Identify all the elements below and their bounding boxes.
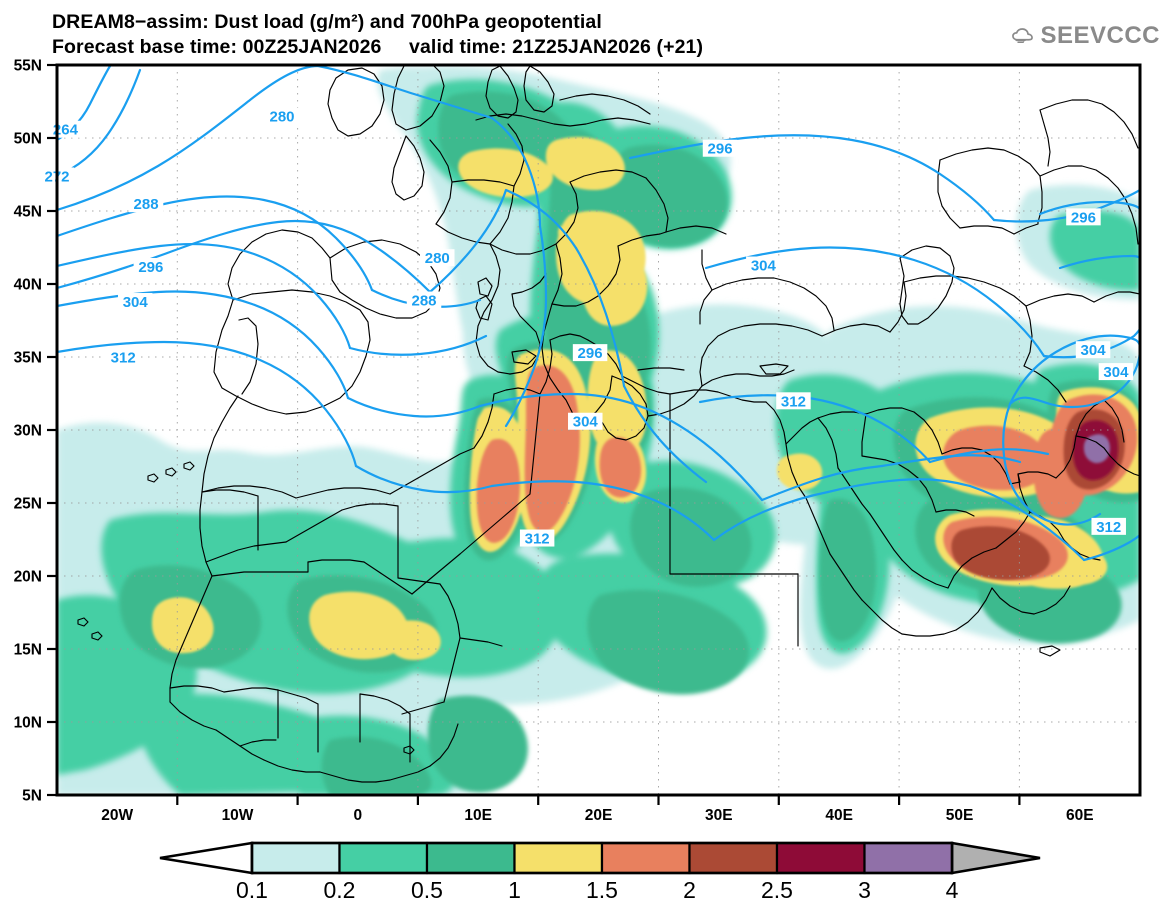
contour-label-background <box>1075 341 1111 359</box>
contour-label-background <box>105 348 141 366</box>
colorbar-band <box>425 841 516 875</box>
contour-label: 304 <box>1103 364 1129 381</box>
colorbar-band <box>250 841 341 875</box>
contour-label: 304 <box>573 414 599 431</box>
contour-label-background <box>702 139 738 157</box>
geopotential-contour-labels: 2642722802802882882962962962963043043043… <box>39 107 1134 548</box>
x-axis-tick-label: 30E <box>705 807 733 824</box>
x-axis-tick-label: 60E <box>1066 807 1094 824</box>
contour-label-background <box>128 195 164 213</box>
contour-label: 264 <box>53 122 79 139</box>
contour-label: 312 <box>525 531 550 548</box>
contour-label-background <box>1098 363 1134 381</box>
contour-label: 304 <box>751 258 777 275</box>
x-axis-tick-label: 10W <box>222 807 254 824</box>
contour-label: 296 <box>578 345 603 362</box>
colorbar-tick-label: 0.1 <box>236 877 268 903</box>
contour-label: 296 <box>1071 209 1096 226</box>
colorbar-tick-label: 0.2 <box>324 877 356 903</box>
page-title: DREAM8−assim: Dust load (g/m²) and 700hP… <box>52 11 602 33</box>
forecast-time-line: Forecast base time: 00Z25JAN2026 valid t… <box>52 36 704 58</box>
cloud-wind-icon <box>1012 28 1033 44</box>
x-axis-labels: 20W 10W 0 10E 20E 30E 40E 50E 60E <box>101 807 1093 824</box>
y-axis-tick-label: 5N <box>22 788 42 805</box>
colorbar-tick-label: 3 <box>858 877 871 903</box>
colorbar-tick-label: 1 <box>508 877 521 903</box>
contour-label-background <box>1091 517 1126 535</box>
dust-band-3 <box>1083 434 1110 464</box>
y-axis-tick-label: 10N <box>14 715 42 732</box>
contour-label-background <box>117 293 153 311</box>
contour-label: 296 <box>138 259 163 276</box>
y-axis-tick-label: 30N <box>14 423 42 440</box>
contour-label: 312 <box>111 350 136 367</box>
colorbar-tick-label: 2 <box>683 877 696 903</box>
colorbar-tick-label: 4 <box>946 877 959 903</box>
x-axis-tick-label: 20W <box>101 807 133 824</box>
contour-label: 312 <box>781 393 806 410</box>
axis-ticks <box>47 63 1021 805</box>
contour-label-background <box>133 257 169 275</box>
contour-label-background <box>572 344 608 362</box>
contour-label: 304 <box>1081 342 1107 359</box>
colorbar-tick-label: 1.5 <box>586 877 618 903</box>
y-axis-tick-label: 20N <box>14 569 42 586</box>
colorbar-under-cap <box>159 841 254 875</box>
y-axis-labels: 5N 10N 15N 20N 25N 30N 35N 40N 45N 50N 55N <box>14 58 42 805</box>
contour-label-background <box>519 529 555 547</box>
logo-text: SEEVCCC <box>1040 22 1160 49</box>
contour-label-background <box>568 412 603 430</box>
title-block: DREAM8−assim: Dust load (g/m²) and 700hP… <box>52 10 952 60</box>
y-axis-tick-label: 55N <box>14 58 42 75</box>
colorbar-outline <box>250 841 954 875</box>
contour-label-background <box>776 392 811 410</box>
y-axis-tick-label: 35N <box>14 350 42 367</box>
colorbar-over-cap <box>950 841 1041 875</box>
contour-label-background <box>1066 208 1101 226</box>
contour-label: 312 <box>1096 519 1121 536</box>
x-axis-tick-label: 40E <box>825 807 853 824</box>
seevccc-logo: SEEVCCC <box>1012 16 1160 56</box>
contour-label: 304 <box>123 294 149 311</box>
y-axis-tick-label: 40N <box>14 277 42 294</box>
contour-label: 296 <box>708 141 733 158</box>
colorbar: 0.1 0.2 0.5 1 1.5 2 2.5 3 4 <box>159 841 1041 903</box>
y-axis-tick-label: 15N <box>14 642 42 659</box>
colorbar-tick-label: 0.5 <box>411 877 443 903</box>
geopotential-contours <box>57 65 1140 562</box>
y-axis-tick-label: 45N <box>14 204 42 221</box>
x-axis-tick-label: 50E <box>946 807 974 824</box>
colorbar-band <box>688 841 779 875</box>
colorbar-tick-label: 2.5 <box>761 877 793 903</box>
x-axis-tick-label: 0 <box>354 807 363 824</box>
x-axis-tick-label: 10E <box>464 807 492 824</box>
y-axis-tick-label: 25N <box>14 496 42 513</box>
colorbar-band <box>338 841 429 875</box>
dust-load-contour-fill <box>57 66 1140 795</box>
contour-label: 288 <box>134 196 159 213</box>
colorbar-band <box>513 841 604 875</box>
contour-label: 280 <box>270 109 295 126</box>
colorbar-band <box>600 841 691 875</box>
contour-label-background <box>746 256 781 274</box>
contour-label-background <box>264 107 300 125</box>
contour-label: 280 <box>425 250 450 267</box>
colorbar-bands <box>250 841 954 875</box>
contour-label: 288 <box>412 293 437 310</box>
colorbar-band <box>863 841 954 875</box>
x-axis-tick-label: 20E <box>585 807 613 824</box>
y-axis-tick-label: 50N <box>14 131 42 148</box>
contour-label-background <box>406 291 442 309</box>
colorbar-band <box>775 841 866 875</box>
contour-label-background <box>420 249 455 267</box>
colorbar-tick-labels: 0.1 0.2 0.5 1 1.5 2 2.5 3 4 <box>236 877 959 903</box>
